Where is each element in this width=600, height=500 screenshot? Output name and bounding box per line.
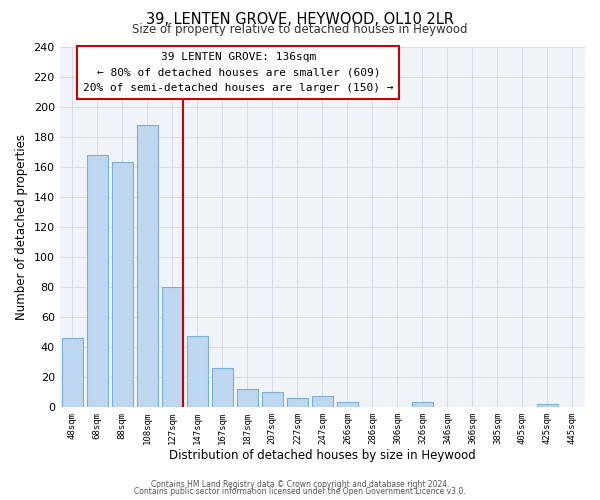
Bar — [137, 124, 158, 407]
Text: 39 LENTEN GROVE: 136sqm
← 80% of detached houses are smaller (609)
20% of semi-d: 39 LENTEN GROVE: 136sqm ← 80% of detache… — [83, 52, 394, 93]
Bar — [212, 368, 233, 407]
Text: Contains public sector information licensed under the Open Government Licence v3: Contains public sector information licen… — [134, 487, 466, 496]
Bar — [337, 402, 358, 407]
Text: Contains HM Land Registry data © Crown copyright and database right 2024.: Contains HM Land Registry data © Crown c… — [151, 480, 449, 489]
Bar — [287, 398, 308, 407]
X-axis label: Distribution of detached houses by size in Heywood: Distribution of detached houses by size … — [169, 450, 476, 462]
Bar — [236, 389, 258, 407]
Bar — [187, 336, 208, 407]
Bar — [62, 338, 83, 407]
Text: Size of property relative to detached houses in Heywood: Size of property relative to detached ho… — [132, 22, 468, 36]
Bar — [412, 402, 433, 407]
Bar — [312, 396, 333, 407]
Bar — [537, 404, 558, 407]
Bar — [112, 162, 133, 407]
Bar — [161, 286, 183, 407]
Y-axis label: Number of detached properties: Number of detached properties — [15, 134, 28, 320]
Text: 39, LENTEN GROVE, HEYWOOD, OL10 2LR: 39, LENTEN GROVE, HEYWOOD, OL10 2LR — [146, 12, 454, 28]
Bar — [86, 154, 108, 407]
Bar — [262, 392, 283, 407]
